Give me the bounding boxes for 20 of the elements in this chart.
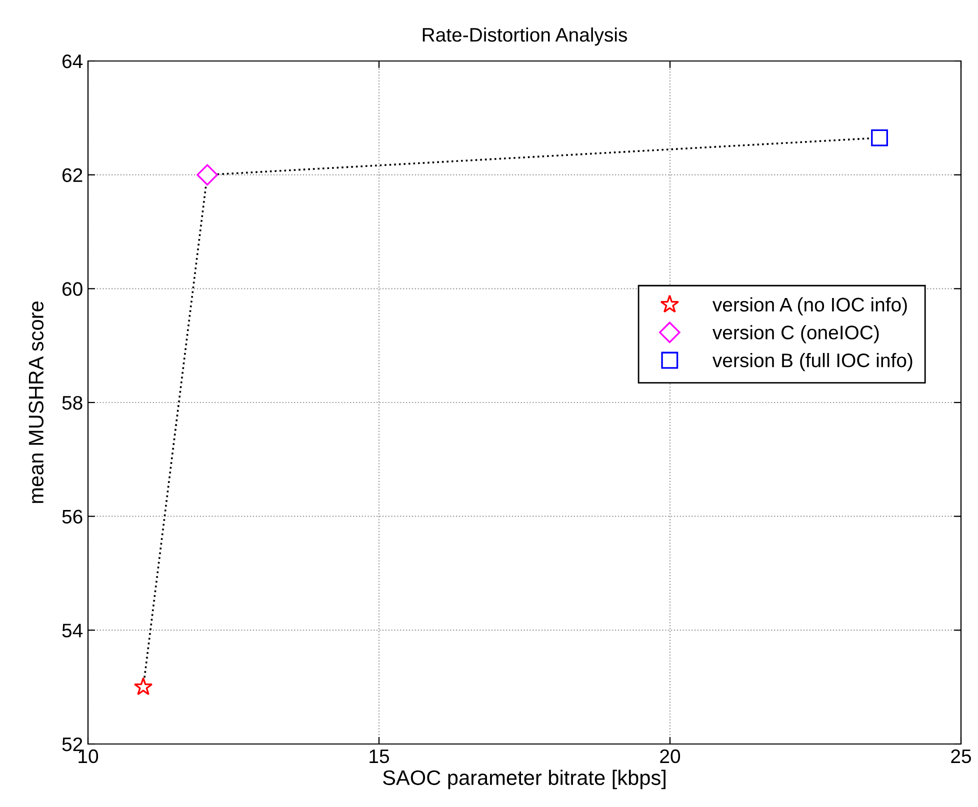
y-tick-label: 56 [62, 510, 82, 524]
x-tick-label: 10 [78, 749, 98, 764]
y-axis-title: mean MUSHRA score [28, 302, 44, 503]
y-tick-label: 52 [62, 737, 82, 752]
y-tick-label: 54 [62, 624, 83, 638]
point [871, 129, 888, 146]
chart-title: Rate-Distortion Analysis [422, 27, 628, 46]
x-tick-label: 20 [660, 749, 680, 764]
legend-label: version B (full IOC info) [712, 352, 912, 372]
legend-label: version C (oneIOC) [712, 325, 879, 344]
y-tick-label: 58 [62, 396, 82, 410]
y-tick-label: 62 [62, 168, 82, 182]
x-axis-title: SAOC parameter bitrate [kbps] [383, 770, 666, 790]
y-tick-label: 64 [62, 54, 83, 68]
x-tick-label: 25 [951, 749, 971, 764]
x-tick-label: 15 [370, 750, 389, 764]
point [196, 164, 218, 186]
y-tick-label: 60 [62, 282, 82, 296]
legend-label: version A (no IOC info) [712, 297, 907, 316]
point [134, 677, 153, 696]
